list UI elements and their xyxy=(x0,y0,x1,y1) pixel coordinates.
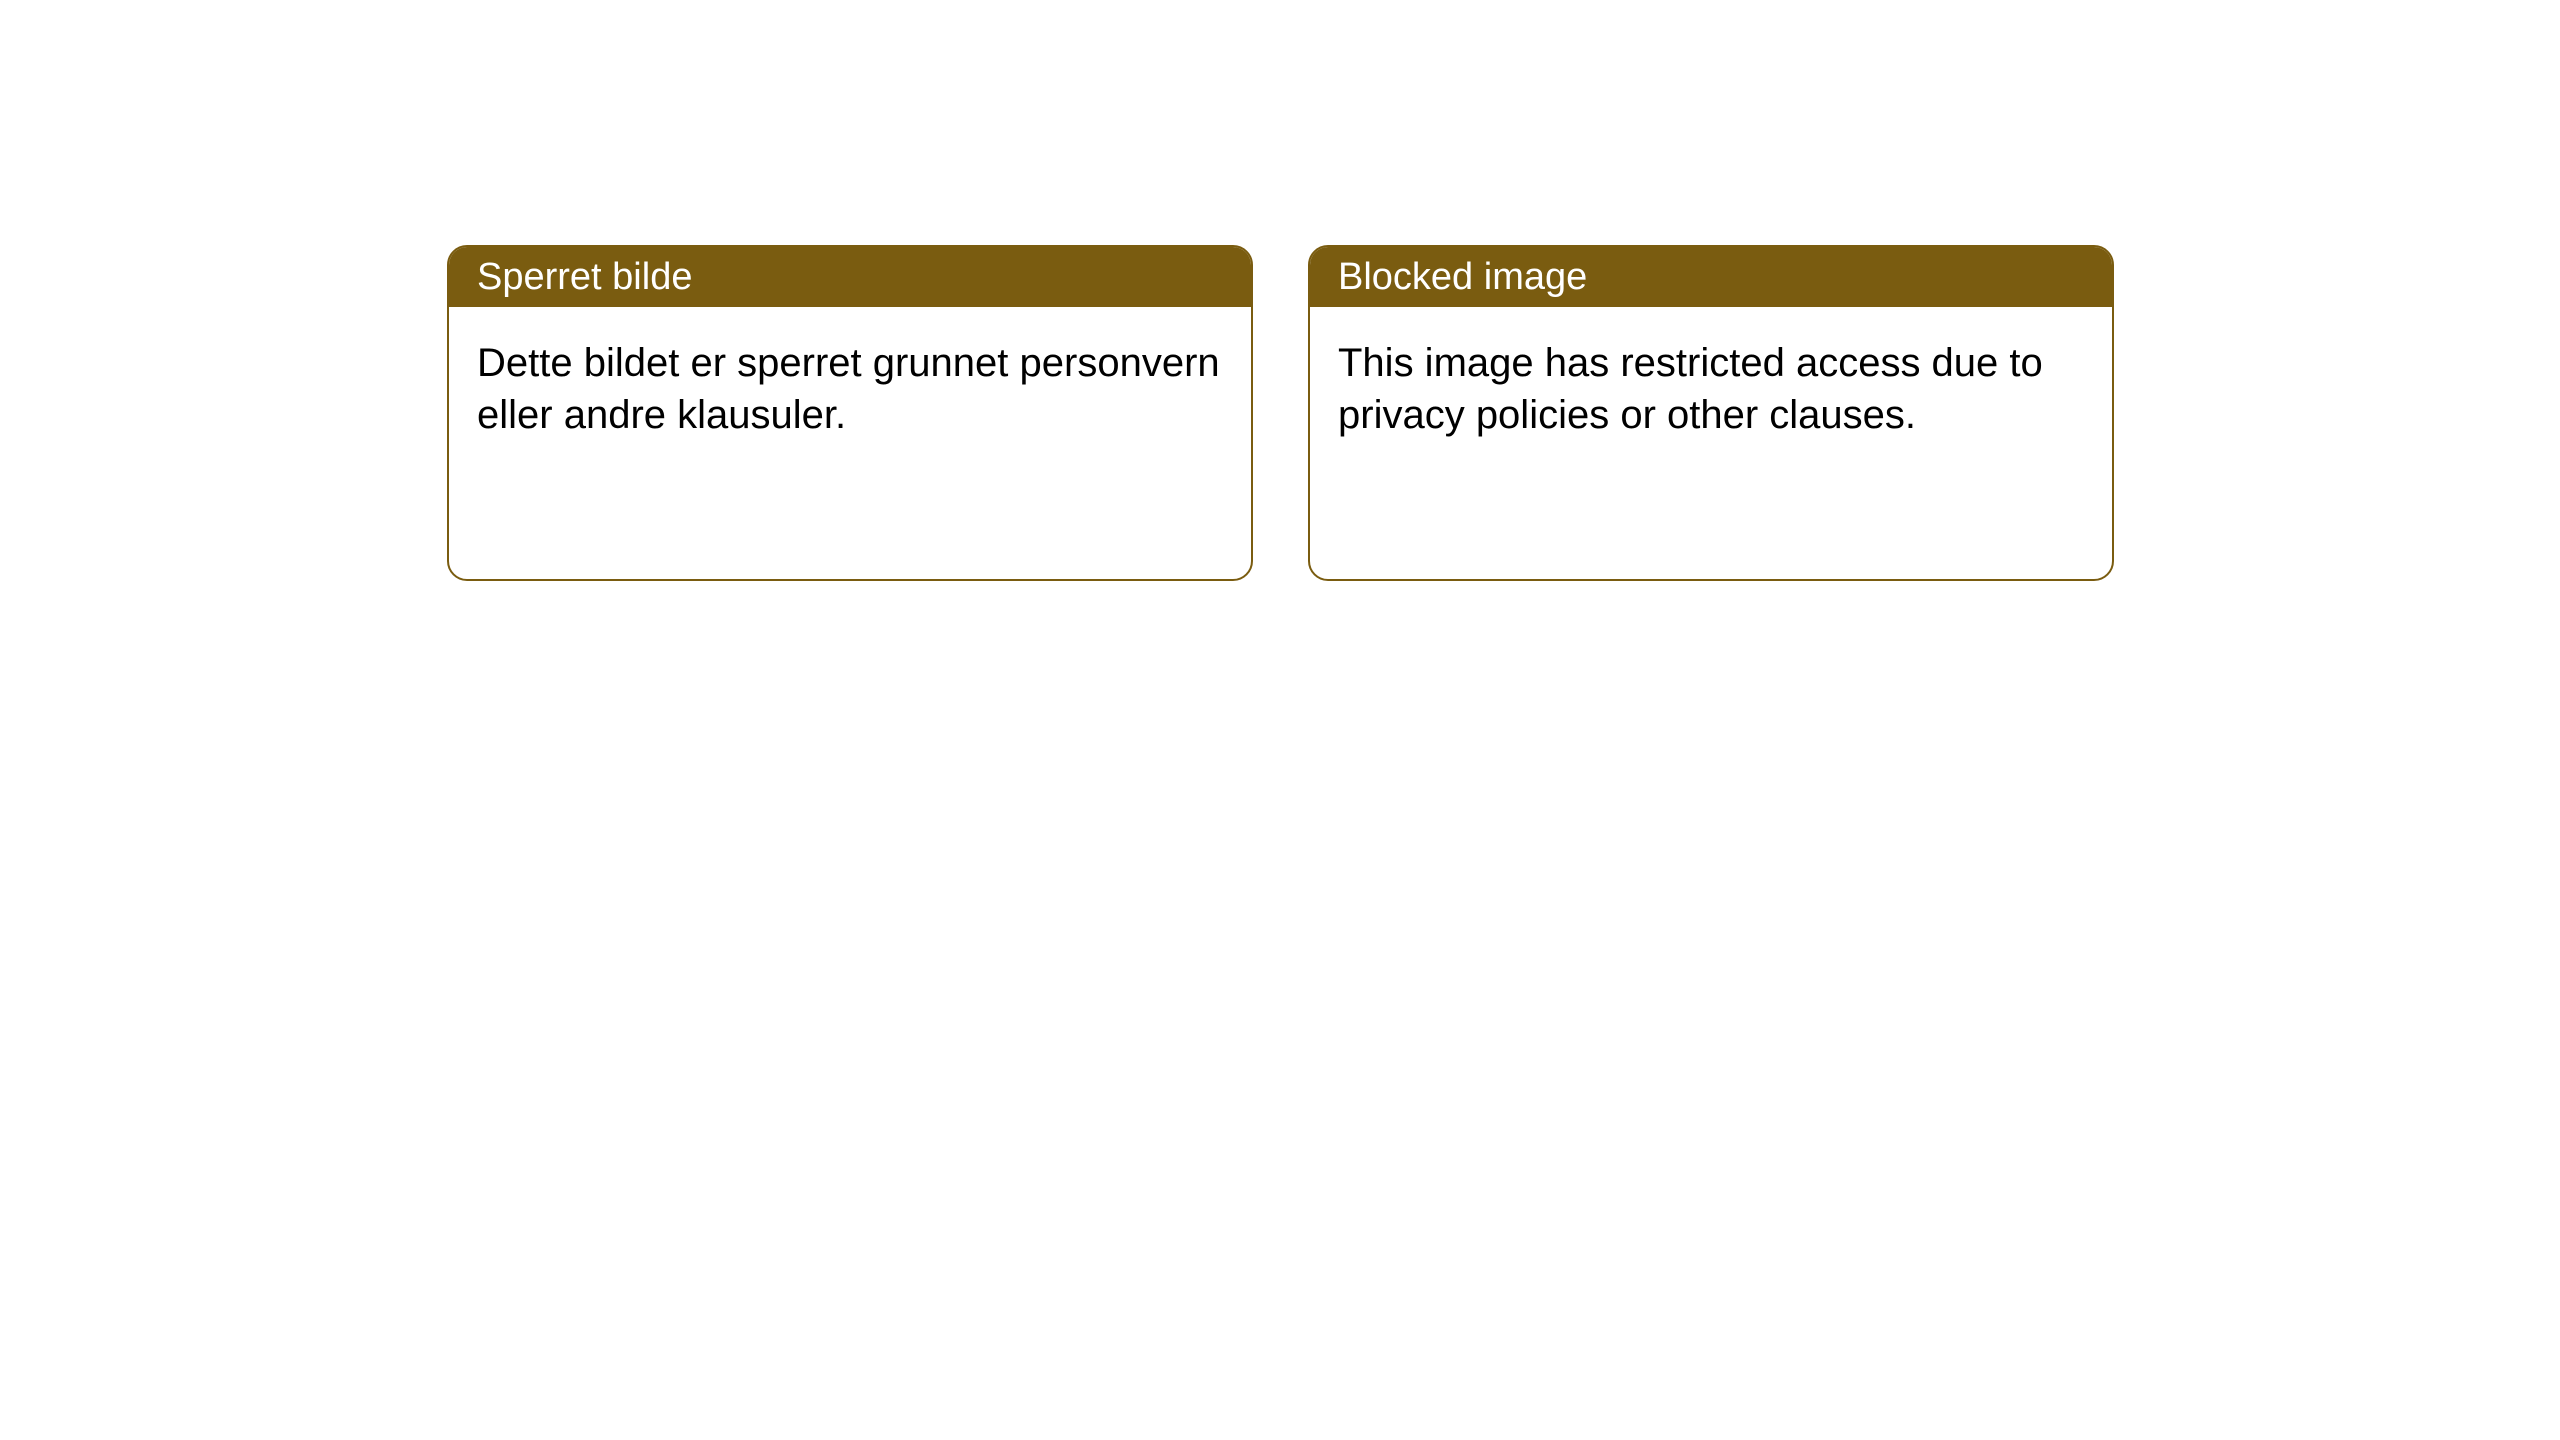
notice-body-norwegian: Dette bildet er sperret grunnet personve… xyxy=(449,307,1251,471)
notice-card-english: Blocked image This image has restricted … xyxy=(1308,245,2114,581)
notice-body-english: This image has restricted access due to … xyxy=(1310,307,2112,471)
notice-text-english: This image has restricted access due to … xyxy=(1338,341,2043,437)
notice-header-norwegian: Sperret bilde xyxy=(449,247,1251,307)
notice-title-english: Blocked image xyxy=(1338,256,1587,299)
notice-title-norwegian: Sperret bilde xyxy=(477,256,692,299)
notice-header-english: Blocked image xyxy=(1310,247,2112,307)
notice-card-norwegian: Sperret bilde Dette bildet er sperret gr… xyxy=(447,245,1253,581)
notice-container: Sperret bilde Dette bildet er sperret gr… xyxy=(447,245,2114,581)
notice-text-norwegian: Dette bildet er sperret grunnet personve… xyxy=(477,341,1220,437)
